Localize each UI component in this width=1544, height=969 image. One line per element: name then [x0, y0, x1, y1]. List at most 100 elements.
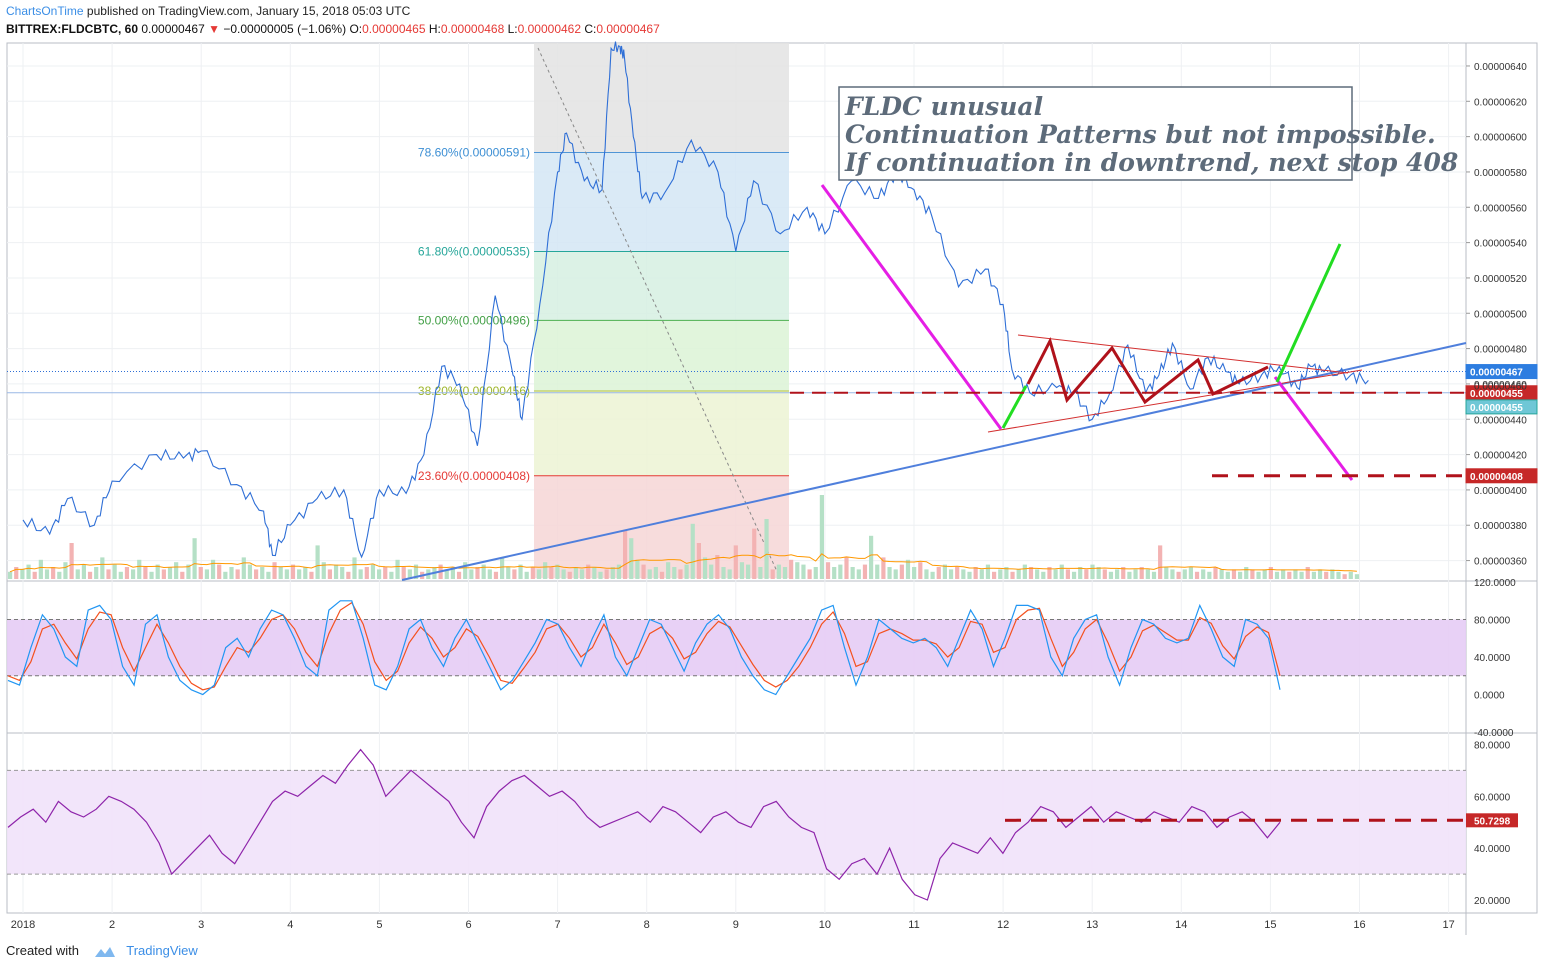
- tradingview-link[interactable]: TradingView: [126, 943, 198, 958]
- volume-bar: [124, 567, 130, 579]
- volume-bar: [1004, 567, 1009, 579]
- volume-bar: [616, 564, 622, 579]
- volume-bar: [481, 564, 486, 579]
- volume-bar: [217, 564, 222, 579]
- volume-bar: [401, 567, 406, 579]
- volume-bar: [536, 569, 542, 579]
- fib-zone: [534, 390, 789, 476]
- x-tick-label: 6: [465, 919, 471, 931]
- volume-bar: [51, 567, 56, 579]
- volume-bar: [94, 567, 99, 579]
- volume-bar: [118, 571, 123, 579]
- stoch-y-tick-label: 120.0000: [1474, 578, 1516, 589]
- volume-bar: [992, 571, 997, 579]
- volume-bar: [377, 569, 382, 579]
- volume-bar: [764, 519, 769, 579]
- volume-bar: [758, 567, 763, 579]
- volume-bar: [456, 571, 462, 579]
- volume-bar: [247, 564, 253, 579]
- volume-bar: [81, 564, 86, 579]
- volume-bar: [272, 562, 277, 579]
- price-axis-label: 0.00000408: [1470, 472, 1523, 483]
- volume-bar: [1305, 567, 1310, 579]
- volume-bar: [174, 562, 179, 579]
- volume-bar: [543, 562, 548, 579]
- volume-bar: [1071, 571, 1077, 579]
- stoch-y-tick-label: 40.0000: [1474, 653, 1511, 664]
- volume-bar: [1311, 571, 1316, 579]
- volume-bar: [1330, 569, 1335, 579]
- volume-bar: [8, 571, 13, 579]
- volume-bar: [327, 569, 332, 579]
- price-axis-label-bg: [1465, 468, 1538, 484]
- volume-ma-line: [9, 553, 1357, 573]
- volume-bar: [1213, 567, 1218, 579]
- volume-bar: [297, 569, 302, 579]
- volume-bar: [506, 567, 511, 579]
- volume-bar: [241, 557, 246, 579]
- high-label: H:: [428, 22, 441, 36]
- volume-bar: [1188, 567, 1193, 579]
- volume-bar: [198, 567, 203, 579]
- volume-bar: [715, 555, 720, 579]
- price-axis-label-bg: [1465, 364, 1538, 380]
- volume-bar: [905, 559, 911, 579]
- volume-bar: [235, 569, 240, 579]
- volume-bar: [395, 559, 400, 579]
- volume-bar: [770, 569, 775, 579]
- volume-bar: [942, 564, 947, 579]
- volume-bar: [776, 564, 781, 579]
- volume-bar: [702, 557, 708, 579]
- y-tick-label: 0.00000520: [1474, 274, 1527, 285]
- volume-bar: [1231, 569, 1237, 579]
- volume-bar: [1115, 569, 1120, 579]
- stoch-y-tick-label: -40.0000: [1474, 728, 1514, 739]
- y-tick-label: 0.00000460: [1474, 382, 1527, 393]
- publish-line: ChartsOnTime published on TradingView.co…: [6, 4, 410, 18]
- symbol-line: BITTREX:FLDCBTC, 60 0.00000467 ▼ −0.0000…: [6, 22, 660, 36]
- volume-bar: [985, 564, 991, 579]
- volume-bar: [106, 569, 111, 579]
- fib-level-label: 38.20%(0.00000456): [418, 384, 530, 398]
- x-tick-label: 7: [555, 919, 561, 931]
- symbol-label: BITTREX:FLDCBTC, 60: [6, 22, 138, 36]
- triangle-lower-line: [987, 369, 1363, 433]
- y-tick-label: 0.00000480: [1474, 345, 1527, 356]
- volume-bar: [752, 528, 757, 579]
- volume-bar: [383, 567, 388, 579]
- rsi-axis-label-bg: [1466, 813, 1518, 828]
- volume-bar: [487, 569, 492, 579]
- x-tick-label: 17: [1442, 919, 1454, 931]
- y-tick-label: 0.00000560: [1474, 203, 1527, 214]
- volume-bar: [838, 564, 843, 579]
- volume-bar: [315, 545, 320, 579]
- volume-bar: [278, 567, 283, 579]
- volume-bar: [924, 569, 929, 579]
- volume-bar: [1158, 545, 1163, 579]
- triangle-upper-line: [1017, 334, 1349, 374]
- stoch-y-tick-label: 80.0000: [1474, 616, 1511, 627]
- volume-bar: [1354, 574, 1360, 579]
- volume-bar: [850, 567, 855, 579]
- volume-bar: [1053, 569, 1058, 579]
- zigzag-pattern: [1026, 336, 1269, 405]
- volume-bar: [666, 562, 671, 579]
- stoch-band: [7, 619, 1466, 676]
- volume-bar: [260, 567, 265, 579]
- author-link[interactable]: ChartsOnTime: [6, 4, 84, 18]
- x-tick-label: 13: [1086, 919, 1098, 931]
- volume-bar: [1139, 567, 1144, 579]
- x-tick-label: 3: [198, 919, 204, 931]
- volume-bar: [1348, 571, 1353, 579]
- volume-bar: [1170, 569, 1175, 579]
- footer: Created with TradingView: [6, 943, 198, 959]
- x-tick-label: 4: [287, 919, 293, 931]
- fib-trend-line: [537, 47, 781, 579]
- fib-zone: [534, 320, 789, 391]
- volume-bar: [450, 567, 455, 579]
- fib-level-label: 78.60%(0.00000591): [418, 146, 530, 160]
- volume-bar: [1010, 571, 1015, 579]
- y-tick-label: 0.00000360: [1474, 557, 1527, 568]
- volume-bar: [444, 569, 449, 579]
- chart-canvas[interactable]: 2018 2 3 4 5 6 7 8 9 10 11 12 13 14 15 16 17 0.00000360 0.…: [0, 0, 1544, 940]
